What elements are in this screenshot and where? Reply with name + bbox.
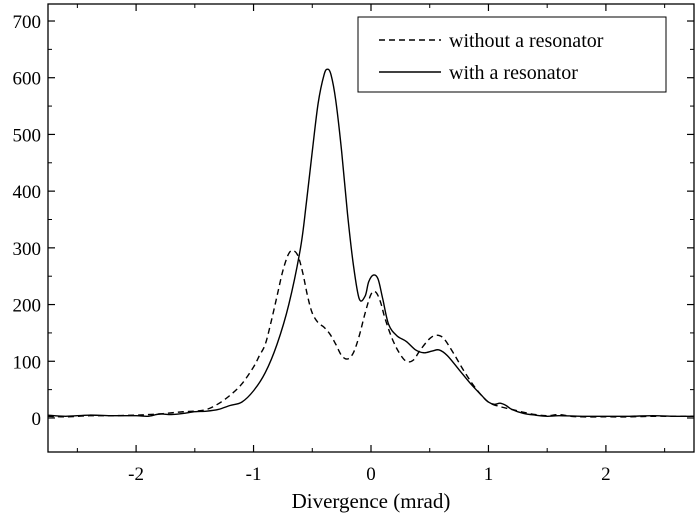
legend-label: with a resonator [449,62,578,84]
x-tick-label: -2 [128,464,144,485]
y-tick-label: 700 [13,12,42,33]
series-line-with-resonator [47,68,695,418]
x-tick-label: 2 [601,464,611,485]
y-tick-label: 100 [13,352,42,373]
axis-tick-labels: -2 -1 0 1 2 0 100 200 300 400 500 600 700 [13,12,611,485]
axis-ticks [48,4,694,452]
legend-box [357,16,667,93]
legend-label: without a resonator [449,30,604,52]
series-lines [47,68,695,418]
y-tick-label: 500 [13,125,42,146]
y-tick-label: 300 [13,239,42,260]
x-tick-label: 0 [366,464,376,485]
x-tick-label: -1 [246,464,262,485]
y-tick-label: 200 [13,296,42,317]
legend: without a resonator with a resonator [357,16,667,93]
y-tick-label: 0 [32,409,42,430]
x-tick-label: 1 [484,464,494,485]
series-line-without-resonator [47,249,694,418]
y-tick-label: 600 [13,69,42,90]
y-tick-label: 400 [13,182,42,203]
x-axis-title: Divergence (mrad) [292,489,451,513]
